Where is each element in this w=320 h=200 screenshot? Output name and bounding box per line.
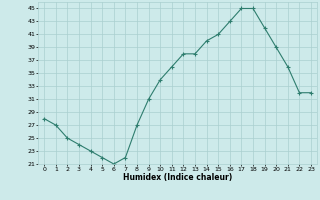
X-axis label: Humidex (Indice chaleur): Humidex (Indice chaleur)	[123, 173, 232, 182]
